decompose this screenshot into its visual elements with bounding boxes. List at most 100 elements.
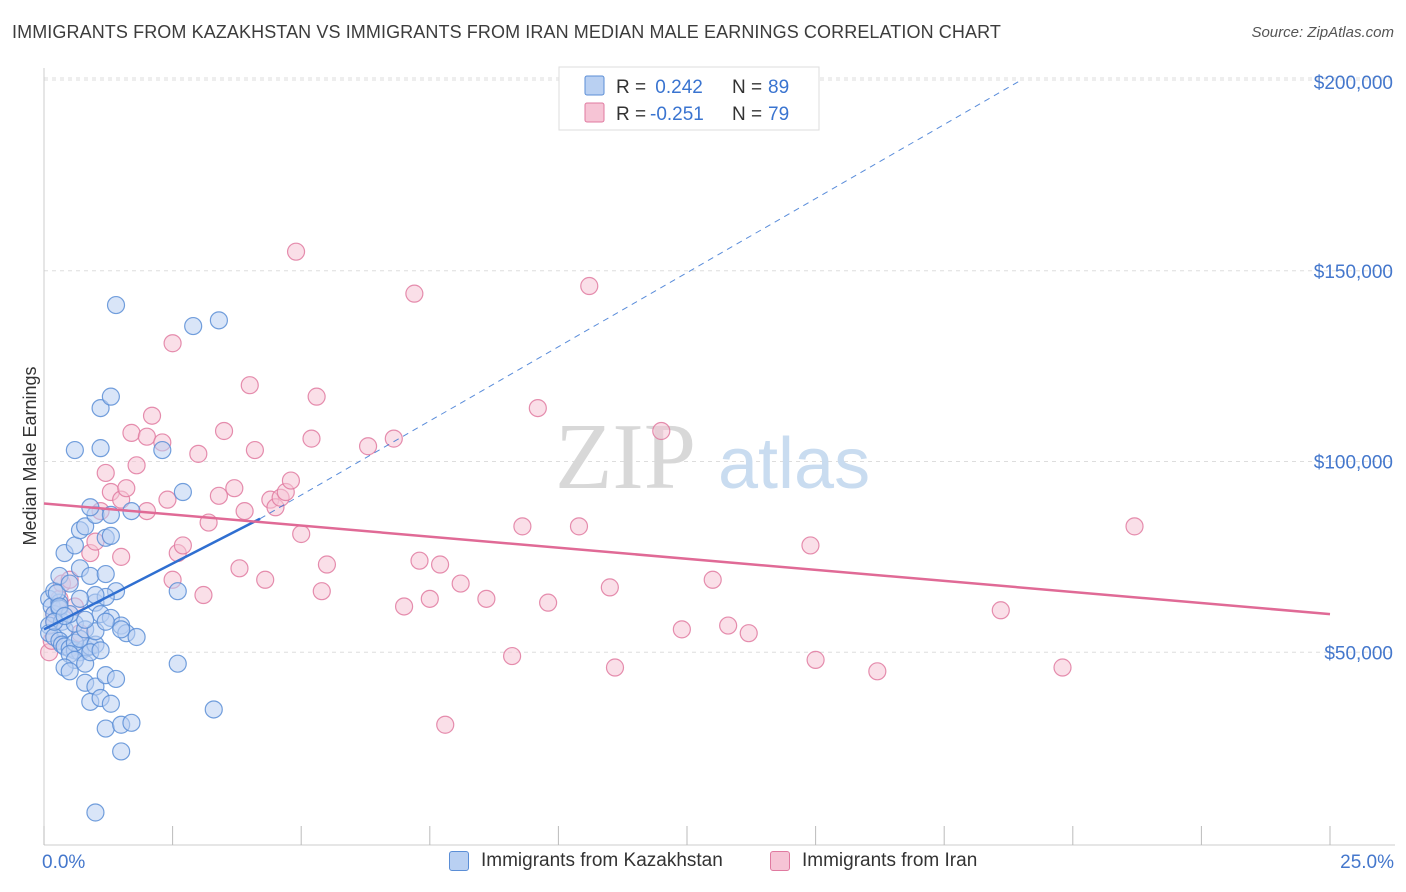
legend-pink-swatch <box>584 102 605 123</box>
iran-point-67 <box>605 658 625 677</box>
kazakhstan-point-76 <box>173 482 192 502</box>
kazakhstan-point-69 <box>91 439 110 458</box>
legend-blue-swatch <box>584 75 605 96</box>
iran-point-48 <box>312 582 331 601</box>
iran-point-76 <box>991 601 1010 620</box>
legend-blue-swatch-bottom <box>449 851 469 871</box>
kazakhstan-point-27 <box>91 641 110 660</box>
iran-point-64 <box>569 517 589 536</box>
legend-bottom-iran[interactable]: Immigrants from Iran <box>770 850 977 872</box>
kazakhstan-point-63 <box>96 719 115 738</box>
iran-point-45 <box>292 524 311 544</box>
iran-point-46 <box>302 429 321 448</box>
iran-point-61 <box>513 517 532 536</box>
watermark: ZIP atlas <box>555 405 870 509</box>
kazakhstan-point-31 <box>60 574 79 593</box>
iran-point-55 <box>420 589 439 608</box>
legend-pink-r-label: R = <box>616 104 646 125</box>
series-kazakhstan-points <box>40 295 228 822</box>
iran-point-31 <box>209 486 228 505</box>
iran-point-49 <box>317 555 337 574</box>
iran-point-34 <box>235 501 254 521</box>
iran-point-36 <box>240 376 259 395</box>
iran-point-15 <box>117 479 136 498</box>
iran-point-17 <box>122 423 141 442</box>
iran-point-66 <box>600 578 619 597</box>
iran-point-75 <box>868 662 887 681</box>
kazakhstan-point-67 <box>86 803 105 822</box>
kazakhstan-point-66 <box>112 742 131 761</box>
iran-point-59 <box>477 589 496 608</box>
iran-point-62 <box>528 398 547 418</box>
iran-point-32 <box>214 421 234 441</box>
iran-point-20 <box>142 406 162 425</box>
kazakhstan-point-78 <box>168 582 187 601</box>
legend-kazakhstan-label: Immigrants from Kazakhstan <box>481 850 723 871</box>
iran-point-44 <box>286 242 306 261</box>
iran-point-68 <box>652 421 671 441</box>
iran-point-54 <box>410 551 429 570</box>
trend-lines <box>43 79 1331 631</box>
kazakhstan-point-29 <box>60 662 79 681</box>
iran-point-29 <box>194 585 213 605</box>
iran-point-51 <box>384 429 403 448</box>
kazakhstan-point-51 <box>127 627 146 647</box>
iran-point-69 <box>672 620 691 639</box>
watermark-zip: ZIP <box>555 405 696 509</box>
iran-point-65 <box>580 276 599 296</box>
legend-bottom-kazakhstan[interactable]: Immigrants from Kazakhstan <box>449 850 723 872</box>
kazakhstan-point-42 <box>81 566 100 586</box>
iran-point-16 <box>112 547 131 566</box>
legend-top: R = 0.242 N = 89 R = -0.251 N = 79 <box>558 66 820 131</box>
kazakhstan-point-55 <box>96 612 115 631</box>
kazakhstan-point-83 <box>76 610 95 629</box>
iran-trend-line <box>43 502 1331 616</box>
kazakhstan-point-88 <box>70 589 90 608</box>
iran-point-56 <box>430 555 450 574</box>
chart-title: IMMIGRANTS FROM KAZAKHSTAN VS IMMIGRANTS… <box>12 22 1001 42</box>
iran-point-52 <box>394 597 414 616</box>
kazakhstan-point-65 <box>122 713 141 732</box>
iran-point-19 <box>137 427 156 446</box>
y-tick-label-2: $150,000 <box>1314 262 1393 283</box>
iran-point-53 <box>405 284 424 303</box>
iran-point-13 <box>96 463 115 483</box>
iran-point-26 <box>173 536 192 555</box>
kazakhstan-trend-line <box>43 517 261 631</box>
y-tick-labels: $50,000 $100,000 $150,000 $200,000 <box>1314 73 1393 664</box>
iran-point-18 <box>127 456 146 475</box>
kazakhstan-point-70 <box>153 440 172 460</box>
legend-pink-n-value: 79 <box>768 104 789 125</box>
iran-point-35 <box>230 559 249 578</box>
kazakhstan-point-71 <box>91 398 110 418</box>
legend-iran-label: Immigrants from Iran <box>802 850 978 871</box>
iran-point-77 <box>1053 658 1072 677</box>
iran-point-63 <box>539 593 558 612</box>
legend-blue-r-value: 0.242 <box>650 77 703 98</box>
iran-point-71 <box>719 616 738 635</box>
legend-blue-n-value: 89 <box>768 77 789 98</box>
iran-point-58 <box>451 574 470 593</box>
kazakhstan-point-72 <box>101 387 120 406</box>
iran-point-72 <box>739 624 758 643</box>
iran-point-27 <box>163 334 182 353</box>
y-tick-label-3: $200,000 <box>1314 73 1393 94</box>
iran-point-22 <box>158 490 177 509</box>
kazakhstan-point-74 <box>184 316 203 336</box>
iran-point-33 <box>225 479 244 498</box>
source-label: Source: ZipAtlas.com <box>1251 24 1394 41</box>
iran-point-57 <box>436 715 455 734</box>
legend-pink-swatch-bottom <box>770 851 790 871</box>
kazakhstan-trend-extension <box>259 79 1022 520</box>
kazakhstan-point-73 <box>106 295 126 315</box>
kazakhstan-point-79 <box>168 654 187 673</box>
iran-point-38 <box>256 570 275 589</box>
kazakhstan-point-68 <box>65 440 84 460</box>
kazakhstan-point-40 <box>101 526 120 545</box>
iran-point-37 <box>245 440 265 460</box>
legend-blue-r-label: R = <box>616 77 646 98</box>
iran-point-78 <box>1125 517 1144 536</box>
kazakhstan-point-80 <box>204 700 223 719</box>
kazakhstan-point-35 <box>76 517 95 536</box>
